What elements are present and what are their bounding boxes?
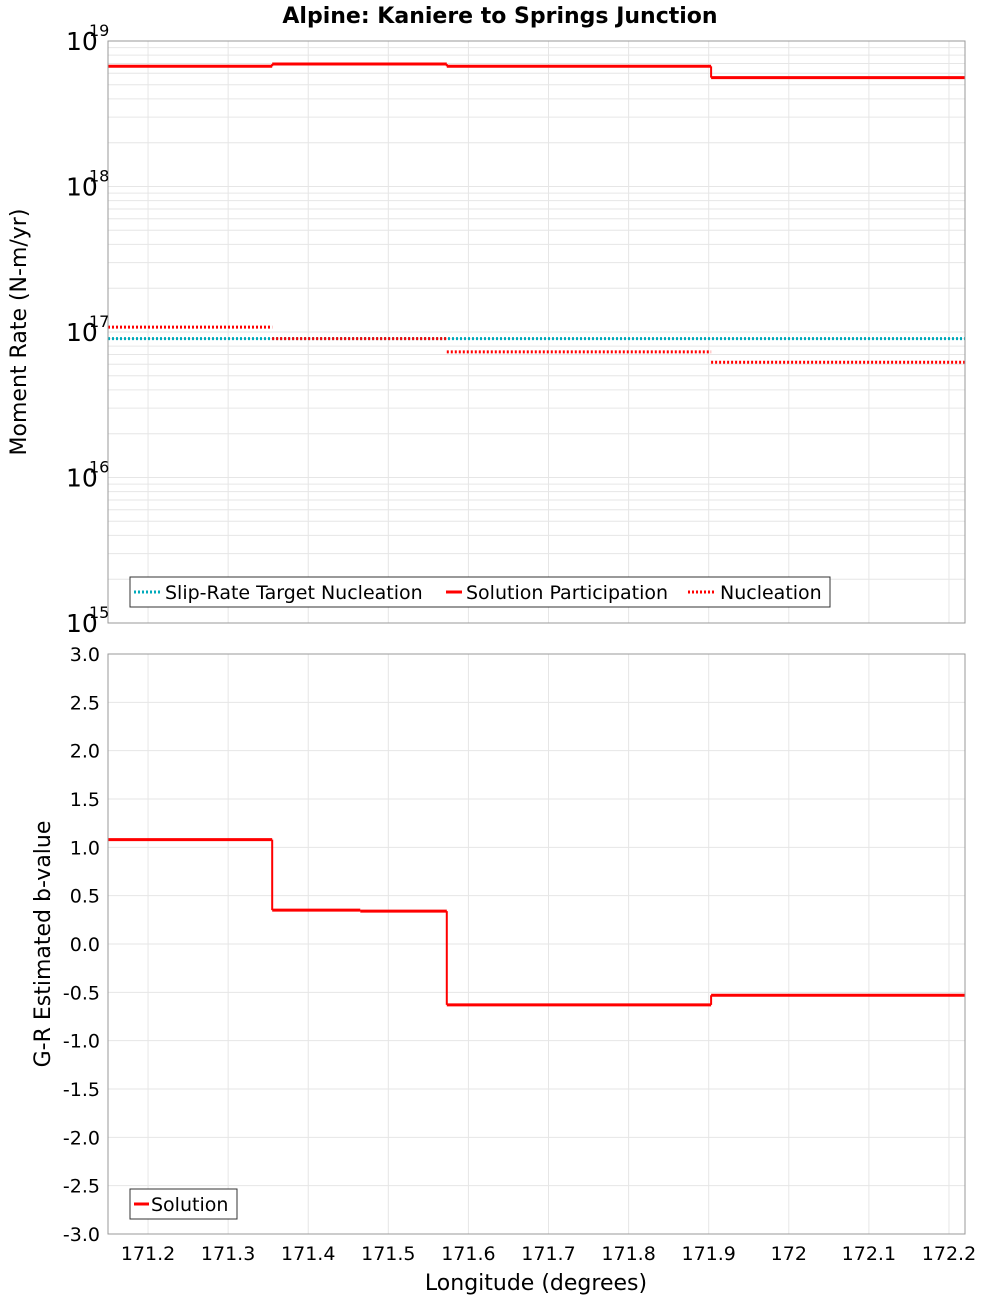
plot2-y-tick-label: 0.5: [70, 886, 100, 908]
plot1-grid: [108, 41, 965, 624]
plot1-y-tick-exp: 18: [89, 167, 109, 186]
b-value-panel: -3.0 -2.5 -2.0 -1.5 -1.0 -0.5 0.0 0.5 1.0 1.5 2.0 2…: [31, 644, 966, 1246]
chart-title: Alpine: Kaniere to Springs Junction: [282, 4, 717, 29]
plot2-y-tick-label: -3.0: [63, 1224, 100, 1246]
x-tick-label: 172.1: [842, 1243, 896, 1265]
plot2-y-axis-label: G-R Estimated b-value: [31, 821, 56, 1068]
plot2-series: [108, 838, 965, 1007]
x-tick-label: 171.4: [281, 1243, 335, 1265]
plot1-y-tick-base: 10: [66, 173, 98, 202]
x-tick-label: 171.6: [441, 1243, 495, 1265]
plot1-y-tick-base: 10: [66, 318, 98, 347]
plot2-series-solution: [108, 838, 965, 1007]
plot2-y-tick-label: 1.0: [70, 837, 100, 859]
plot1-y-tick-exp: 19: [89, 21, 109, 40]
x-tick-label: 171.8: [601, 1243, 655, 1265]
plot2-y-ticks: -3.0 -2.5 -2.0 -1.5 -1.0 -0.5 0.0 0.5 1.0 1.5 2.0 2…: [63, 644, 100, 1246]
plot2-y-tick-label: 2.5: [70, 692, 100, 714]
x-tick-label: 171.2: [121, 1243, 175, 1265]
x-tick-label: 172: [771, 1243, 807, 1265]
plot2-y-tick-label: -1.0: [63, 1031, 100, 1053]
plot1-y-tick-exp: 17: [89, 312, 109, 331]
plot2-y-tick-label: 3.0: [70, 644, 100, 666]
x-axis-label: Longitude (degrees): [425, 1271, 647, 1296]
plot1-y-tick-exp: 16: [89, 458, 109, 477]
x-tick-label: 171.9: [681, 1243, 735, 1265]
x-tick-label: 171.7: [521, 1243, 575, 1265]
plot2-y-tick-label: -0.5: [63, 982, 100, 1004]
plot2-y-tick-label: -2.0: [63, 1127, 100, 1149]
plot1-y-tick-base: 10: [66, 27, 98, 56]
plot1-legend: Slip-Rate Target Nucleation Solution Par…: [129, 576, 831, 608]
plot2-legend: Solution: [129, 1188, 238, 1220]
legend-label-participation: Solution Participation: [466, 582, 668, 604]
plot2-y-tick-label: 0.0: [70, 934, 100, 956]
legend-label-target: Slip-Rate Target Nucleation: [165, 582, 423, 604]
plot1-frame: [107, 40, 966, 624]
x-tick-label: 171.3: [201, 1243, 255, 1265]
plot2-y-tick-label: -2.5: [63, 1176, 100, 1198]
plot1-y-tick-base: 10: [66, 609, 98, 638]
plot2-frame: [107, 653, 966, 1235]
x-tick-label: 172.2: [922, 1243, 976, 1265]
plot1-y-tick-exp: 15: [89, 603, 109, 622]
plot2-y-tick-label: 1.5: [70, 789, 100, 811]
legend-label-solution: Solution: [151, 1194, 228, 1216]
plot1-y-axis-label: Moment Rate (N-m/yr): [7, 209, 32, 456]
legend-label-nucleation: Nucleation: [720, 582, 822, 604]
x-tick-labels: 171.2 171.3 171.4 171.5 171.6 171.7 171.8 171.9…: [121, 1243, 976, 1265]
plot1-y-tick-base: 10: [66, 464, 98, 493]
plot2-y-tick-label: 2.0: [70, 741, 100, 763]
plot1-series: [108, 62, 965, 364]
plot1-series-solution-participation: [108, 62, 965, 80]
plot1-series-nucleation: [108, 325, 965, 364]
x-tick-label: 171.5: [361, 1243, 415, 1265]
plot2-y-tick-label: -1.5: [63, 1079, 100, 1101]
